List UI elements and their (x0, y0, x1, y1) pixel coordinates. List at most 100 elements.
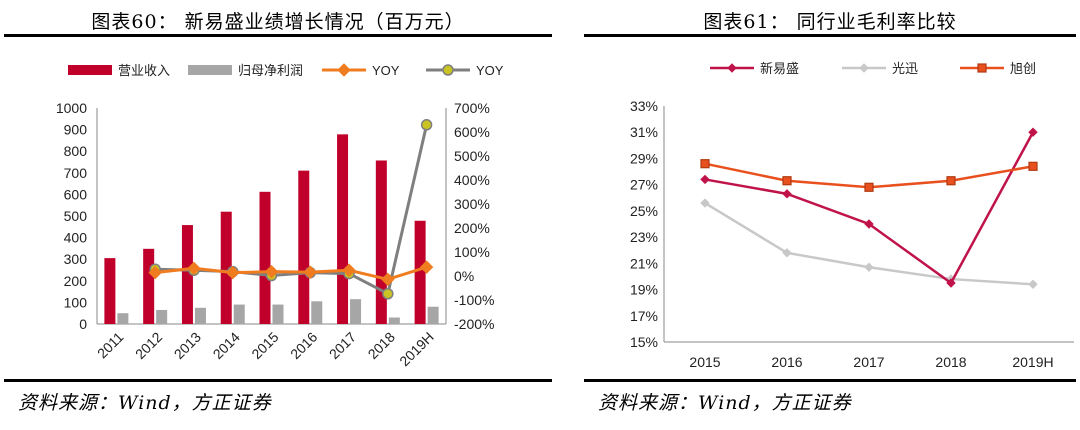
figure-61-source: 资料来源：Wind，方正证券 (598, 392, 852, 414)
x-tick-label: 2015 (248, 329, 281, 362)
x-tick-label: 2013 (171, 329, 204, 362)
y2-tick-label: 400% (454, 172, 490, 188)
y-tick-label: 27% (630, 177, 658, 193)
bar-net-profit (156, 309, 168, 324)
bar-revenue (220, 211, 232, 324)
x-tick-label: 2019H (396, 329, 436, 369)
yoy-point-diamond (226, 265, 240, 280)
margin-point (864, 219, 874, 229)
y-tick-label: 1000 (56, 100, 87, 116)
bar-net-profit (272, 304, 284, 324)
legend-label: 新易盛 (760, 61, 799, 76)
y2-tick-label: 500% (454, 148, 490, 164)
y-tick-label: 700 (64, 165, 88, 181)
legend-marker (337, 63, 351, 77)
y-tick-label: 21% (630, 255, 658, 271)
x-tick-label: 2015 (689, 354, 720, 370)
y-tick-label: 25% (630, 203, 658, 219)
bar-revenue (181, 225, 193, 324)
yoy-point-diamond (187, 261, 201, 276)
bar-net-profit (427, 306, 439, 324)
x-tick-label: 2018 (935, 354, 966, 370)
x-tick-label: 2012 (132, 329, 165, 362)
legend-label: 旭创 (1010, 61, 1036, 76)
margin-point (1028, 161, 1038, 171)
bar-net-profit (233, 304, 245, 324)
margin-line (704, 131, 1035, 285)
y2-tick-label: 600% (454, 124, 490, 140)
yoy-point-diamond (381, 272, 395, 287)
x-tick-label: 2014 (209, 329, 242, 362)
y2-tick-label: 100% (454, 244, 490, 260)
yoy-point-diamond (264, 264, 279, 279)
figure-60-title: 图表60： 新易盛业绩增长情况（百万元） (91, 11, 465, 33)
bar-revenue (337, 134, 349, 324)
bar-net-profit (388, 317, 400, 324)
bar-net-profit (311, 301, 323, 324)
y2-tick-label: 0% (454, 268, 474, 284)
yoy-point-circle (382, 288, 394, 300)
figure-60-bottom-rule (4, 379, 552, 382)
legend-marker (442, 64, 454, 76)
bar-revenue (298, 170, 310, 324)
y-tick-label: 31% (630, 124, 658, 140)
bar-revenue (375, 160, 387, 324)
legend-label: YOY (476, 63, 504, 78)
x-tick-label: 2018 (365, 329, 398, 362)
margin-point (782, 189, 792, 199)
bar-net-profit (194, 307, 206, 324)
x-tick-label: 2011 (94, 329, 127, 362)
figure-61-bottom-rule (584, 379, 1076, 382)
figure-61-title: 图表61： 同行业毛利率比较 (703, 11, 957, 33)
legend-label: 营业收入 (118, 63, 170, 78)
legend-label: 光迅 (892, 61, 918, 76)
y-tick-label: 400 (64, 230, 88, 246)
revenue-profit-chart: 10009008007006005004003002001000700%600%… (56, 63, 504, 369)
bar-revenue (259, 191, 271, 324)
x-tick-label: 2016 (771, 354, 802, 370)
y2-tick-label: -100% (454, 292, 494, 308)
figure-60: 图表60： 新易盛业绩增长情况（百万元） 1000 900 800 700 600 500… (4, 11, 552, 414)
y-tick-label: 15% (630, 334, 658, 350)
legend-label: YOY (372, 63, 400, 78)
figure-60-source: 资料来源：Wind，方正证券 (18, 392, 272, 414)
margin-point (782, 176, 792, 186)
bar-revenue (143, 248, 155, 324)
y-tick-label: 23% (630, 229, 658, 245)
bar-net-profit (350, 299, 362, 324)
x-tick-label: 2019H (1012, 354, 1053, 370)
y2-tick-label: 200% (454, 220, 490, 236)
gross-margin-chart: 33% 31% 29% 27% 25% 23% 21% 19% 17% 15% 2015 2016 20… (630, 61, 1074, 370)
yoy-point-diamond (342, 263, 356, 277)
x-tick-label: 2017 (326, 329, 359, 362)
margin-point (864, 262, 874, 272)
y-tick-label: 33% (630, 98, 658, 114)
margin-point (1028, 127, 1038, 137)
y-tick-label: 600 (64, 186, 88, 202)
figure-61-top-rule (584, 34, 1076, 37)
y-tick-label: 100 (64, 294, 88, 310)
margin-point (946, 278, 956, 288)
figure-61: 图表61： 同行业毛利率比较 33% 31% 29% 27% 25% 23% 21% 19% 1… (580, 0, 1080, 430)
margin-line (704, 201, 1034, 286)
bar-revenue (104, 258, 116, 324)
y2-tick-label: 300% (454, 196, 490, 212)
legend-swatch (68, 65, 112, 75)
margin-point (946, 176, 956, 186)
bar-revenue (414, 220, 426, 324)
yoy-point-diamond (303, 265, 317, 279)
y-tick-label: 19% (630, 282, 658, 298)
legend-marker (727, 63, 737, 73)
y2-tick-label: 700% (454, 100, 490, 116)
y-tick-label: 0 (79, 316, 87, 332)
y-tick-label: 200 (64, 273, 88, 289)
y-tick-label: 29% (630, 150, 658, 166)
y-tick-label: 800 (64, 143, 88, 159)
figure-60-top-rule (4, 34, 552, 37)
y-tick-label: 300 (64, 251, 88, 267)
yoy-point-circle (420, 119, 433, 131)
y2-tick-label: -200% (454, 316, 494, 332)
x-tick-label: 2016 (287, 329, 320, 362)
y-tick-label: 500 (64, 208, 88, 224)
y-tick-label: 900 (64, 122, 88, 138)
